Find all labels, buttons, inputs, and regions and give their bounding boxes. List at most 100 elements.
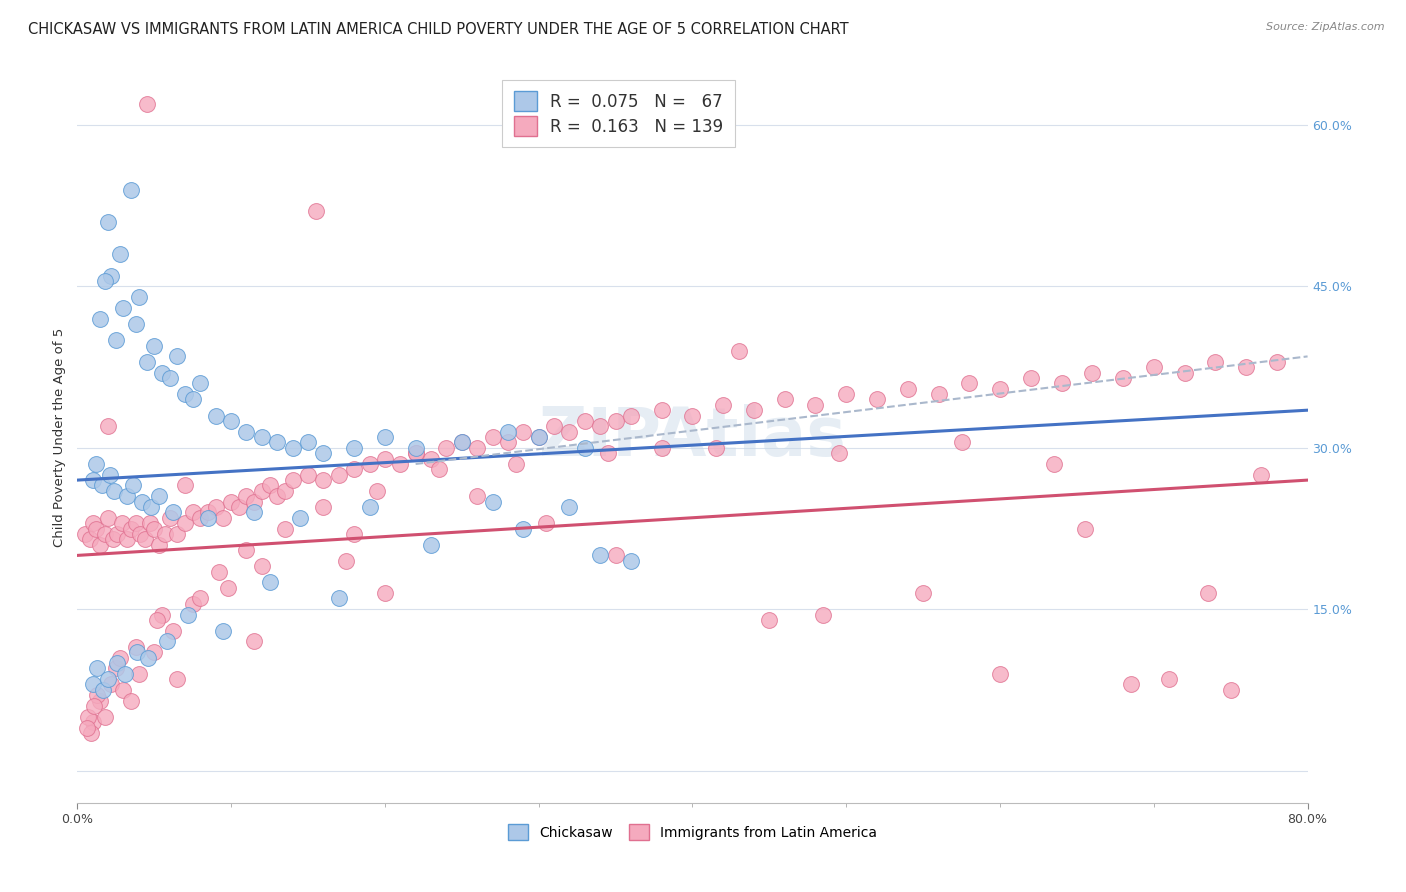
Point [596,446,619,460]
Point [188,510,212,524]
Point [389,457,412,471]
Point [328,591,350,606]
Point [912,586,935,600]
Point [343,527,366,541]
Point [536,516,558,530]
Point [100,677,122,691]
Point [219,494,242,508]
Point [89,311,111,326]
Point [243,505,266,519]
Point [103,483,125,498]
Point [181,392,204,407]
Point [97,672,120,686]
Point [259,478,281,492]
Point [127,645,149,659]
Point [742,403,765,417]
Point [773,392,796,407]
Point [80,726,103,740]
Point [159,510,181,524]
Point [162,505,184,519]
Point [197,510,219,524]
Point [1043,457,1066,471]
Point [988,666,1011,681]
Point [105,656,128,670]
Point [131,494,153,508]
Point [420,451,443,466]
Point [112,682,135,697]
Point [527,430,550,444]
Point [148,489,170,503]
Point [366,483,388,498]
Point [727,344,749,359]
Point [1019,371,1042,385]
Point [128,666,150,681]
Point [97,419,120,434]
Legend: Chickasaw, Immigrants from Latin America: Chickasaw, Immigrants from Latin America [502,817,883,847]
Point [957,376,980,391]
Point [110,650,132,665]
Point [217,581,239,595]
Point [481,430,503,444]
Point [605,549,627,563]
Point [405,446,427,460]
Point [73,527,96,541]
Point [97,215,120,229]
Point [620,409,643,423]
Point [450,435,472,450]
Point [281,441,304,455]
Point [204,500,226,514]
Point [82,473,104,487]
Point [1219,682,1241,697]
Point [274,483,297,498]
Point [86,688,108,702]
Point [235,425,257,439]
Point [143,521,166,535]
Point [111,516,134,530]
Point [148,538,170,552]
Y-axis label: Child Poverty Under the Age of 5: Child Poverty Under the Age of 5 [53,327,66,547]
Point [605,414,627,428]
Point [259,575,281,590]
Point [1204,355,1226,369]
Text: CHICKASAW VS IMMIGRANTS FROM LATIN AMERICA CHILD POVERTY UNDER THE AGE OF 5 CORR: CHICKASAW VS IMMIGRANTS FROM LATIN AMERI… [28,22,849,37]
Point [128,290,150,304]
Point [1073,521,1095,535]
Point [138,516,160,530]
Point [134,533,156,547]
Point [76,721,98,735]
Point [115,533,138,547]
Point [928,387,950,401]
Point [290,510,312,524]
Point [1050,376,1073,391]
Point [143,338,166,352]
Point [146,613,169,627]
Point [328,467,350,482]
Point [1081,366,1104,380]
Point [125,640,148,654]
Point [558,500,581,514]
Point [135,355,157,369]
Point [465,489,488,503]
Point [105,527,128,541]
Point [83,698,105,713]
Point [1159,672,1181,686]
Point [811,607,834,622]
Point [711,398,734,412]
Point [250,483,273,498]
Point [405,446,427,460]
Point [620,554,643,568]
Point [77,710,100,724]
Point [420,538,443,552]
Point [166,527,188,541]
Point [188,591,212,606]
Point [82,677,104,691]
Point [988,382,1011,396]
Point [374,430,396,444]
Point [104,661,127,675]
Point [235,543,257,558]
Point [181,597,204,611]
Point [110,247,132,261]
Point [1197,586,1219,600]
Point [343,441,366,455]
Point [197,505,219,519]
